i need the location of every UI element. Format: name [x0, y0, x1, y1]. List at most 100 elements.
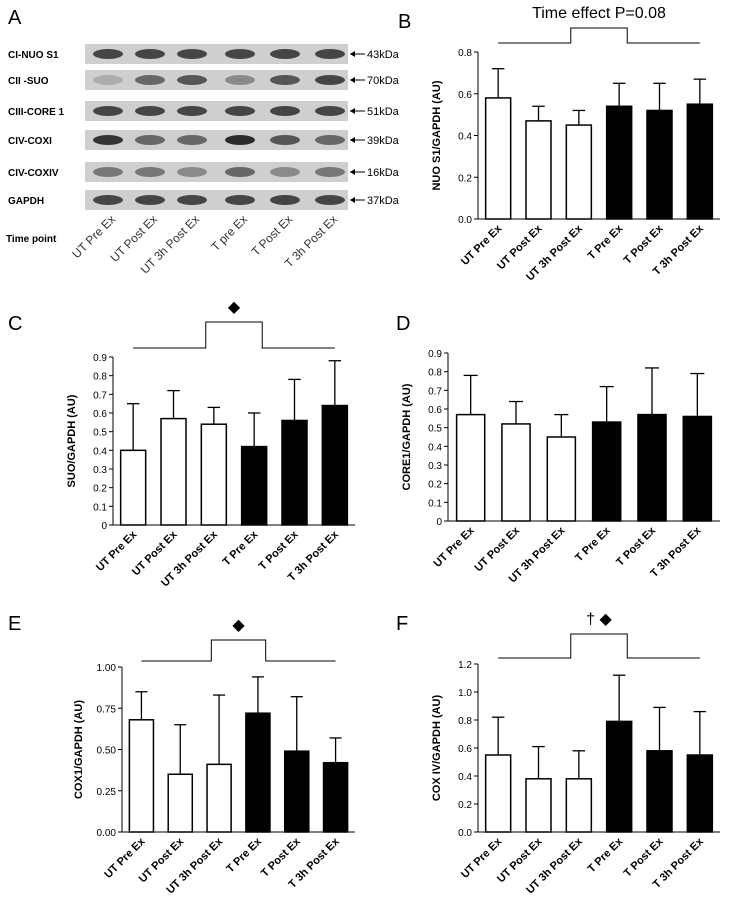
x-tick-label: T Pre Ex: [221, 528, 261, 568]
y-axis-label: NUO S1/GAPDH (AU): [431, 80, 443, 190]
y-axis-label: COX1/GAPDH (AU): [73, 700, 85, 799]
y-tick-label: 0.9: [93, 353, 107, 364]
y-tick-label: 0.75: [97, 704, 117, 715]
blot-band: [93, 106, 123, 116]
y-tick-label: 0.00: [97, 828, 117, 839]
blot-strip: [85, 101, 348, 121]
blot-band: [177, 106, 207, 116]
blot-band: [93, 167, 123, 177]
arrow-head: [350, 169, 355, 175]
blot-band: [225, 49, 255, 59]
blot-band: [270, 49, 300, 59]
bracket: [133, 321, 335, 349]
arrow-head: [350, 77, 355, 83]
x-tick-label: T Pre Ex: [586, 835, 626, 875]
arrow-head: [350, 137, 355, 143]
blot-row-label: CI-NUO S1: [8, 50, 59, 61]
blot-row-label: CIV-COXIV: [8, 168, 59, 179]
bar: [605, 720, 633, 833]
bar: [646, 750, 673, 833]
x-tick-label: T Post Ex: [614, 524, 659, 569]
bar: [128, 719, 155, 833]
blot-band: [225, 135, 255, 145]
bar: [605, 105, 633, 220]
bar: [525, 120, 552, 220]
arrow-head: [350, 197, 355, 203]
y-tick-label: 0.6: [428, 405, 442, 416]
blot-band: [135, 106, 165, 116]
blot-row-label: CIII-CORE 1: [8, 107, 65, 118]
lane-label: T pre Ex: [208, 212, 250, 254]
bar: [686, 103, 714, 220]
y-axis-label: CORE1/GAPDH (AU): [401, 383, 413, 490]
bar: [200, 423, 228, 526]
blot-band: [225, 167, 255, 177]
blot-band: [93, 49, 123, 59]
y-tick-label: 0.2: [458, 800, 472, 811]
blot-band: [93, 75, 123, 85]
bracket: [498, 27, 700, 44]
y-tick-label: 0.25: [97, 787, 117, 798]
blot-strip: [85, 162, 348, 182]
bar: [484, 754, 512, 833]
bracket: [141, 639, 336, 662]
x-tick-label: T Pre Ex: [573, 524, 613, 564]
panel-label: B: [398, 11, 411, 33]
blot-band: [225, 106, 255, 116]
panel-label: C: [8, 313, 22, 335]
y-tick-label: 0.4: [458, 772, 472, 783]
bar: [160, 417, 187, 526]
y-tick-label: 0.0: [458, 215, 472, 226]
blot-strip: [85, 190, 348, 210]
bar: [682, 415, 713, 522]
x-tick-label: UT Post Ex: [473, 524, 523, 574]
blot-size-label: 37kDa: [367, 195, 400, 207]
y-tick-label: 0.4: [93, 446, 107, 457]
panel-label: E: [8, 613, 21, 635]
bar: [119, 449, 147, 526]
blot-strip: [85, 70, 348, 90]
arrow-head: [350, 108, 355, 114]
blot-band: [135, 135, 165, 145]
blot-band: [177, 75, 207, 85]
bar: [591, 421, 622, 522]
blot-row-label: GAPDH: [8, 196, 44, 207]
blot-size-label: 16kDa: [367, 167, 400, 179]
blot-band: [135, 167, 165, 177]
y-tick-label: 0: [101, 521, 107, 532]
y-tick-label: 0.8: [93, 372, 107, 383]
blot-band: [177, 167, 207, 177]
blot-band: [270, 75, 300, 85]
y-tick-label: 0.2: [93, 484, 107, 495]
annotation: ◆: [228, 299, 241, 316]
bar: [546, 436, 577, 522]
blot-band: [315, 195, 345, 205]
bar: [484, 97, 512, 220]
blot-band: [135, 195, 165, 205]
bracket: [498, 633, 700, 659]
y-axis-label: SUO/GAPDH (AU): [66, 394, 78, 487]
bar: [283, 750, 310, 833]
blot-size-label: 51kDa: [367, 106, 400, 118]
x-tick-label: UT Pre Ex: [432, 524, 478, 570]
y-tick-label: 0.1: [93, 502, 107, 513]
blot-band: [93, 195, 123, 205]
blot-band: [315, 49, 345, 59]
y-tick-label: 0.4: [428, 442, 442, 453]
y-tick-label: 0.7: [93, 390, 107, 401]
annotation: Time effect P=0.08: [532, 5, 666, 22]
bar: [322, 761, 349, 833]
blot-band: [315, 75, 345, 85]
annotation: ◆: [232, 617, 245, 634]
bar: [206, 763, 232, 833]
y-tick-label: 0.8: [428, 368, 442, 379]
blot-strip: [85, 44, 348, 64]
y-tick-label: 0.4: [458, 132, 472, 143]
blot-band: [270, 106, 300, 116]
lane-label: T Post Ex: [249, 212, 296, 259]
bar: [686, 754, 714, 833]
blot-band: [225, 75, 255, 85]
y-tick-label: 0.5: [93, 428, 107, 439]
y-tick-label: 0.6: [458, 744, 472, 755]
bar: [637, 413, 667, 522]
